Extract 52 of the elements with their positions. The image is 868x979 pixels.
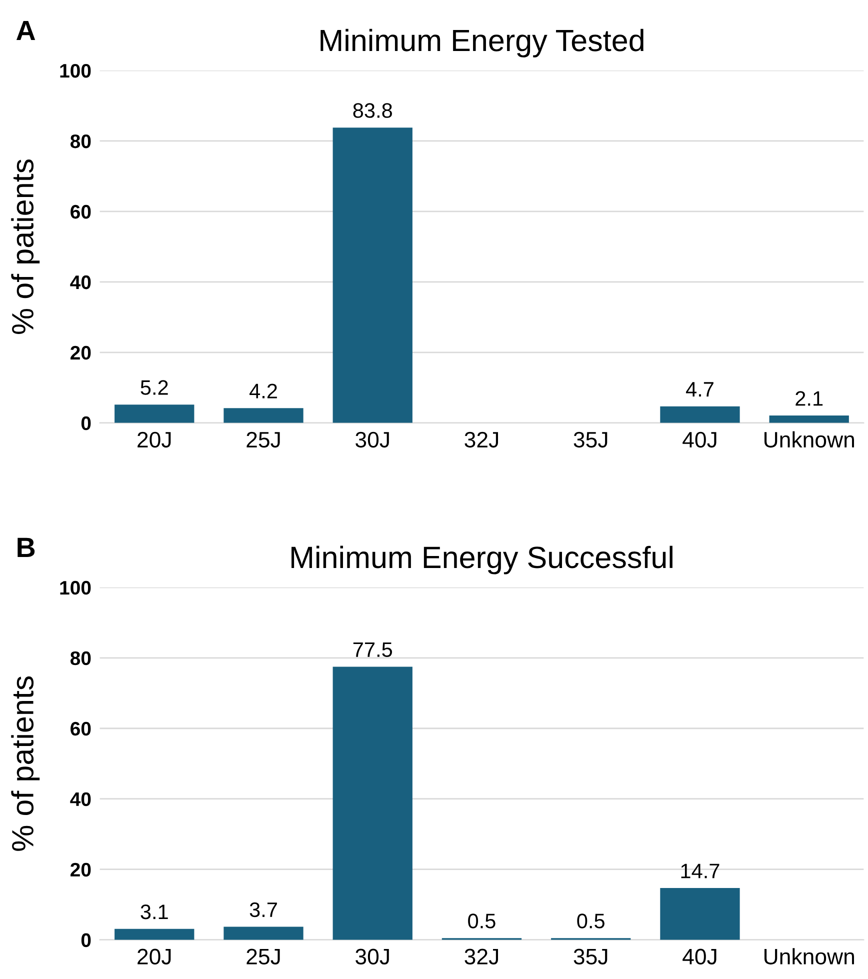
text: B <box>18 538 35 557</box>
y-tick-label: 0 <box>81 416 91 430</box>
x-tick-label: Unknown <box>764 948 854 964</box>
y-tick-label: 40 <box>70 792 91 806</box>
y-tick-label: 20 <box>70 862 91 877</box>
bar <box>332 666 412 940</box>
x-tick-label: 35J <box>574 432 608 448</box>
data-label: 0.5 <box>468 914 496 928</box>
x-tick-label: 25J <box>246 948 280 964</box>
x-tick-label: 32J <box>464 948 498 964</box>
data-label: 5.2 <box>140 380 168 395</box>
data-label: 3.1 <box>140 904 168 920</box>
data-label: 83.8 <box>353 103 392 118</box>
bar <box>224 408 304 423</box>
chart-title: Minimum Energy Tested <box>320 28 644 58</box>
bar <box>660 888 740 940</box>
x-tick-label: 35J <box>574 948 608 964</box>
y-tick-label: 0 <box>81 933 91 948</box>
data-label: 2.1 <box>796 391 823 406</box>
y-tick-label: 40 <box>70 275 91 290</box>
bar <box>114 928 194 940</box>
x-tick-label: 32J <box>464 432 498 448</box>
y-axis-title: % of patients <box>11 159 40 334</box>
x-tick-label: 25J <box>246 432 280 448</box>
bar <box>660 406 740 423</box>
y-tick-label: 100 <box>60 580 91 595</box>
x-tick-label: 30J <box>356 432 389 448</box>
x-tick-label: 40J <box>682 432 716 448</box>
data-label: 4.2 <box>250 384 277 398</box>
bar <box>224 926 304 940</box>
chart-title: Minimum Energy Successful <box>292 546 672 574</box>
data-label: 77.5 <box>353 642 392 658</box>
y-tick-label: 80 <box>70 651 91 666</box>
y-tick-label: 100 <box>60 64 91 78</box>
x-tick-label: 20J <box>138 948 171 964</box>
data-label: 14.7 <box>681 864 720 878</box>
y-tick-label: 60 <box>70 722 91 736</box>
x-tick-label: 20J <box>138 432 171 448</box>
x-tick-label: 40J <box>682 948 716 964</box>
y-tick-label: 60 <box>70 204 91 219</box>
bar <box>769 416 849 423</box>
data-label: 3.7 <box>250 902 277 918</box>
y-axis-title: % of patients <box>11 676 40 851</box>
bar <box>332 128 412 423</box>
text: A <box>16 20 36 40</box>
y-tick-label: 80 <box>70 134 91 148</box>
x-tick-label: 30J <box>356 948 389 964</box>
data-label: 4.7 <box>686 382 714 396</box>
data-label: 0.5 <box>577 914 604 928</box>
y-tick-label: 20 <box>70 346 91 360</box>
x-tick-label: Unknown <box>764 431 854 448</box>
bar <box>114 404 194 423</box>
